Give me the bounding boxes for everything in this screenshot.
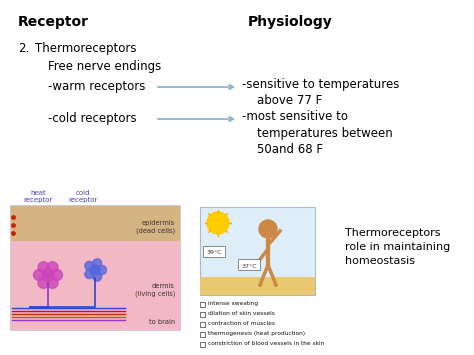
Text: constriction of blood vessels in the skin: constriction of blood vessels in the ski…	[208, 341, 324, 346]
Bar	[238, 259, 260, 270]
Text: Receptor: Receptor	[18, 15, 89, 29]
Bar	[200, 332, 205, 337]
Bar	[10, 241, 180, 330]
Circle shape	[52, 269, 63, 280]
Text: Physiology: Physiology	[248, 15, 333, 29]
Circle shape	[92, 259, 101, 268]
Circle shape	[38, 262, 49, 273]
Text: 39°C: 39°C	[206, 251, 222, 256]
Text: contraction of muscles: contraction of muscles	[208, 321, 275, 326]
Text: -sensitive to temperatures
    above 77 F: -sensitive to temperatures above 77 F	[242, 78, 400, 108]
Text: epidermis
(dead cells): epidermis (dead cells)	[136, 220, 175, 234]
Circle shape	[85, 261, 94, 271]
Circle shape	[34, 269, 45, 280]
Bar	[200, 207, 315, 295]
Bar	[200, 311, 205, 317]
Circle shape	[207, 212, 229, 234]
Text: 2.: 2.	[18, 42, 29, 55]
Text: thermogenesis (heat production): thermogenesis (heat production)	[208, 331, 305, 336]
Circle shape	[92, 272, 101, 281]
Bar	[200, 277, 315, 295]
Circle shape	[98, 266, 107, 274]
Text: intense sweating: intense sweating	[208, 301, 258, 306]
Circle shape	[47, 262, 58, 273]
Text: dilation of skin vessels: dilation of skin vessels	[208, 311, 275, 316]
Text: Thermoreceptors
role in maintaining
homeostasis: Thermoreceptors role in maintaining home…	[345, 228, 450, 266]
Text: -warm receptors: -warm receptors	[48, 80, 146, 93]
Text: -cold receptors: -cold receptors	[48, 112, 137, 125]
Circle shape	[47, 277, 58, 288]
Text: 37°C: 37°C	[241, 263, 257, 268]
Circle shape	[42, 269, 54, 281]
Text: cold
receptor: cold receptor	[68, 190, 98, 203]
Circle shape	[90, 265, 100, 275]
Circle shape	[38, 277, 49, 288]
Text: dermis
(living cells): dermis (living cells)	[135, 283, 175, 297]
Bar	[200, 322, 205, 327]
Text: -most sensitive to
    temperatures between
    50and 68 F: -most sensitive to temperatures between …	[242, 110, 393, 156]
Circle shape	[259, 220, 277, 238]
Bar	[10, 205, 180, 330]
Circle shape	[85, 269, 94, 279]
Text: Thermoreceptors: Thermoreceptors	[35, 42, 137, 55]
Bar	[203, 246, 225, 257]
Bar	[200, 342, 205, 346]
Text: heat
receptor: heat receptor	[23, 190, 53, 203]
Bar	[200, 301, 205, 306]
Text: to brain: to brain	[149, 319, 175, 325]
Text: Free nerve endings: Free nerve endings	[48, 60, 161, 73]
Bar	[10, 205, 180, 241]
